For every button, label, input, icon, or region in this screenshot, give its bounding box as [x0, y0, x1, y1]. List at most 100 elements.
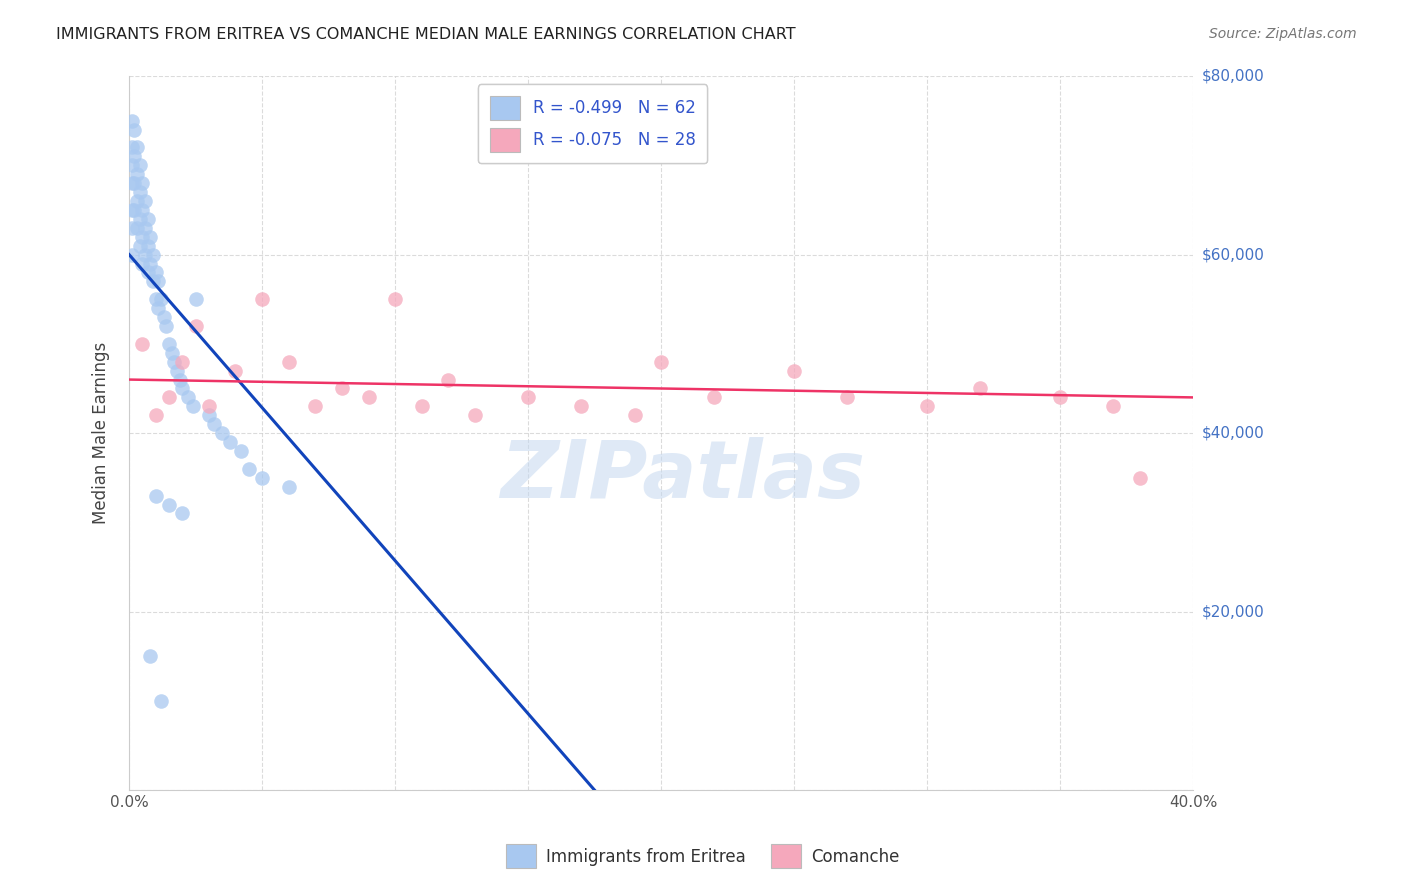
Point [172, 382, 194, 396]
Point [384, 292, 406, 306]
Point [160, 345, 183, 359]
Point [134, 194, 156, 208]
Point [163, 355, 186, 369]
Point [124, 202, 146, 217]
Point [142, 274, 165, 288]
Point [623, 409, 645, 423]
Point [181, 400, 204, 414]
Point [142, 247, 165, 261]
Text: Source: ZipAtlas.com: Source: ZipAtlas.com [1209, 27, 1357, 41]
Point [198, 409, 221, 423]
Point [121, 202, 143, 217]
Point [125, 140, 148, 154]
Text: $60,000: $60,000 [1202, 247, 1264, 262]
Point [125, 194, 148, 208]
Point [121, 247, 143, 261]
Point [357, 391, 380, 405]
Text: IMMIGRANTS FROM ERITREA VS COMANCHE MEDIAN MALE EARNINGS CORRELATION CHART: IMMIGRANTS FROM ERITREA VS COMANCHE MEDI… [56, 27, 796, 42]
Point [783, 364, 806, 378]
Point [139, 229, 162, 244]
Point [172, 507, 194, 521]
Point [145, 489, 167, 503]
Point [145, 292, 167, 306]
Point [277, 355, 299, 369]
Point [650, 355, 672, 369]
Point [176, 391, 198, 405]
Point [136, 265, 159, 279]
Y-axis label: Median Male Earnings: Median Male Earnings [93, 342, 110, 524]
Point [250, 471, 273, 485]
Point [128, 158, 150, 172]
Point [124, 176, 146, 190]
Point [124, 149, 146, 163]
Point [121, 158, 143, 172]
Point [1049, 391, 1071, 405]
Point [121, 113, 143, 128]
Point [124, 122, 146, 136]
Point [250, 292, 273, 306]
Point [411, 400, 433, 414]
Point [148, 301, 170, 315]
Point [125, 220, 148, 235]
Point [198, 400, 221, 414]
Point [128, 185, 150, 199]
Point [169, 373, 191, 387]
Point [1129, 471, 1152, 485]
Point [184, 292, 207, 306]
Point [464, 409, 486, 423]
Point [150, 694, 173, 708]
Point [703, 391, 725, 405]
Point [128, 238, 150, 252]
Point [437, 373, 460, 387]
Point [211, 426, 233, 441]
Point [569, 400, 592, 414]
Point [277, 480, 299, 494]
Point [131, 256, 153, 270]
Point [145, 409, 167, 423]
Point [157, 498, 180, 512]
Point [131, 176, 153, 190]
Point [915, 400, 938, 414]
Point [148, 274, 170, 288]
Point [238, 462, 260, 476]
Point [139, 256, 162, 270]
Point [134, 220, 156, 235]
Point [131, 202, 153, 217]
Point [155, 318, 177, 333]
Point [202, 417, 225, 432]
Point [157, 391, 180, 405]
Point [184, 318, 207, 333]
Point [131, 336, 153, 351]
Legend: Immigrants from Eritrea, Comanche: Immigrants from Eritrea, Comanche [499, 838, 907, 875]
Point [166, 364, 188, 378]
Point [969, 382, 991, 396]
Point [134, 247, 156, 261]
Text: $80,000: $80,000 [1202, 69, 1264, 84]
Point [219, 435, 242, 450]
Point [330, 382, 353, 396]
Text: ZIPatlas: ZIPatlas [501, 437, 865, 515]
Point [837, 391, 859, 405]
Point [121, 140, 143, 154]
Point [172, 355, 194, 369]
Point [224, 364, 246, 378]
Point [304, 400, 326, 414]
Point [121, 176, 143, 190]
Point [229, 444, 252, 458]
Point [139, 649, 162, 664]
Point [157, 336, 180, 351]
Point [128, 211, 150, 226]
Point [125, 167, 148, 181]
Point [136, 238, 159, 252]
Point [136, 211, 159, 226]
Point [121, 220, 143, 235]
Point [1102, 400, 1125, 414]
Point [517, 391, 540, 405]
Point [150, 292, 173, 306]
Text: $40,000: $40,000 [1202, 425, 1264, 441]
Point [131, 229, 153, 244]
Point [145, 265, 167, 279]
Point [152, 310, 174, 324]
Legend: R = -0.499   N = 62, R = -0.075   N = 28: R = -0.499 N = 62, R = -0.075 N = 28 [478, 85, 707, 163]
Text: $20,000: $20,000 [1202, 604, 1264, 619]
